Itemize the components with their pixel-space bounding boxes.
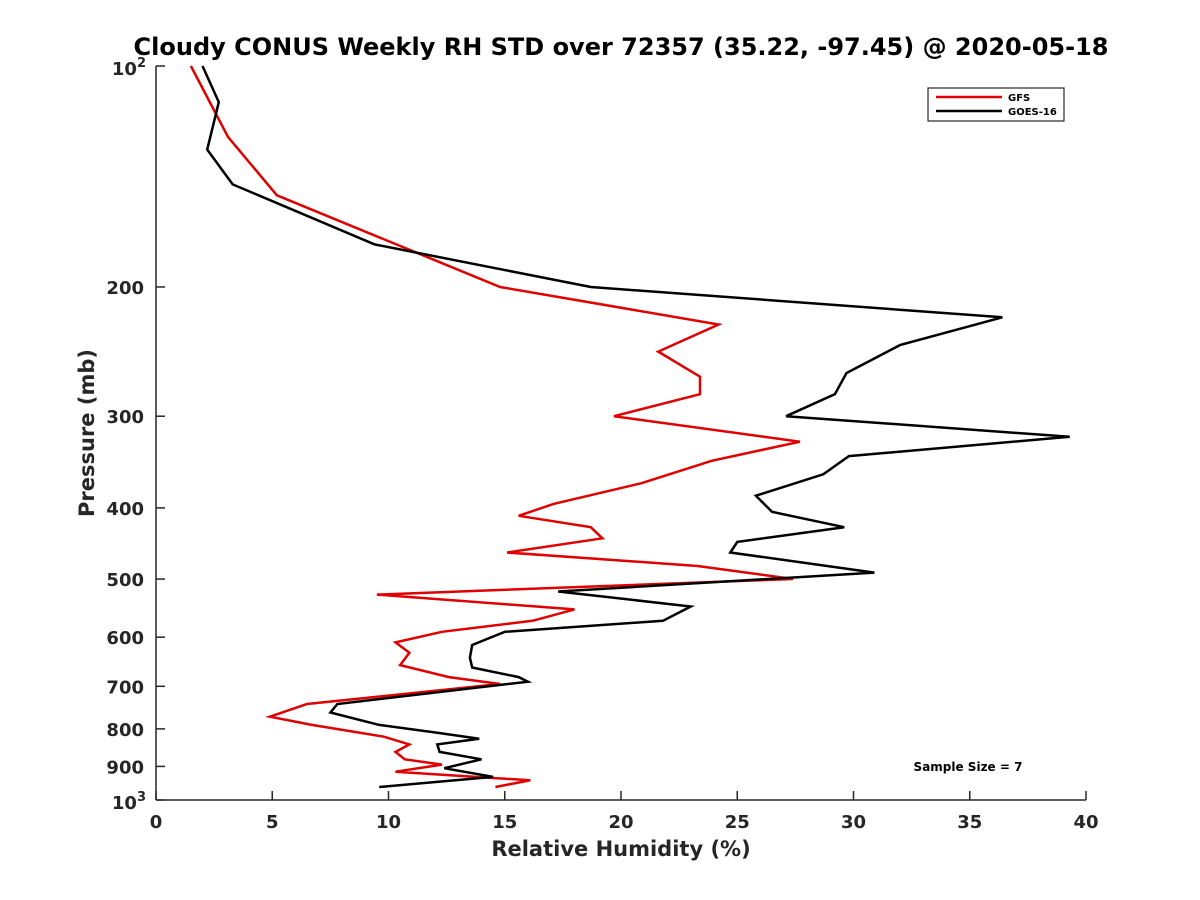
x-tick-label: 30 — [841, 812, 866, 833]
y-ticks: 102 200 300 400 500 600 700 800 900 103 — [106, 56, 165, 814]
x-ticks: 0 5 10 15 20 25 30 35 40 — [150, 791, 1099, 833]
y-axis-label: Pressure (mb) — [75, 349, 99, 517]
x-tick-label: 35 — [957, 812, 982, 833]
legend-goes-label: GOES-16 — [1008, 107, 1057, 118]
plot-area: 0 5 10 15 20 25 30 35 40 102 200 300 400 500 600 700 80… — [106, 56, 1098, 833]
y-tick-label: 103 — [112, 790, 146, 814]
x-tick-label: 15 — [492, 812, 517, 833]
y-tick-label: 102 — [112, 56, 146, 80]
y-tick-label: 900 — [106, 757, 144, 778]
legend-gfs-label: GFS — [1008, 93, 1030, 104]
plot-background — [156, 66, 1086, 800]
legend-box — [927, 87, 1065, 122]
x-tick-label: 0 — [150, 812, 163, 833]
y-tick-label: 500 — [106, 570, 144, 591]
x-tick-label: 5 — [266, 812, 279, 833]
y-tick-label: 400 — [106, 499, 144, 520]
y-tick-label: 700 — [106, 677, 144, 698]
series-line-goes-16 — [201, 65, 1070, 789]
x-tick-label: 10 — [376, 812, 401, 833]
series-line-gfs — [189, 65, 801, 789]
x-tick-label: 25 — [725, 812, 750, 833]
series-layer — [189, 65, 1070, 789]
x-axis-label: Relative Humidity (%) — [491, 837, 750, 861]
y-tick-label: 800 — [106, 720, 144, 741]
sample-size-annotation: Sample Size = 7 — [914, 760, 1023, 774]
y-tick-label: 300 — [106, 407, 144, 428]
y-tick-label: 200 — [106, 278, 144, 299]
x-tick-label: 40 — [1073, 812, 1098, 833]
legend: GFS GOES-16 — [927, 87, 1065, 122]
chart-title: Cloudy CONUS Weekly RH STD over 72357 (3… — [134, 33, 1109, 61]
y-tick-label: 600 — [106, 628, 144, 649]
x-tick-label: 20 — [608, 812, 633, 833]
